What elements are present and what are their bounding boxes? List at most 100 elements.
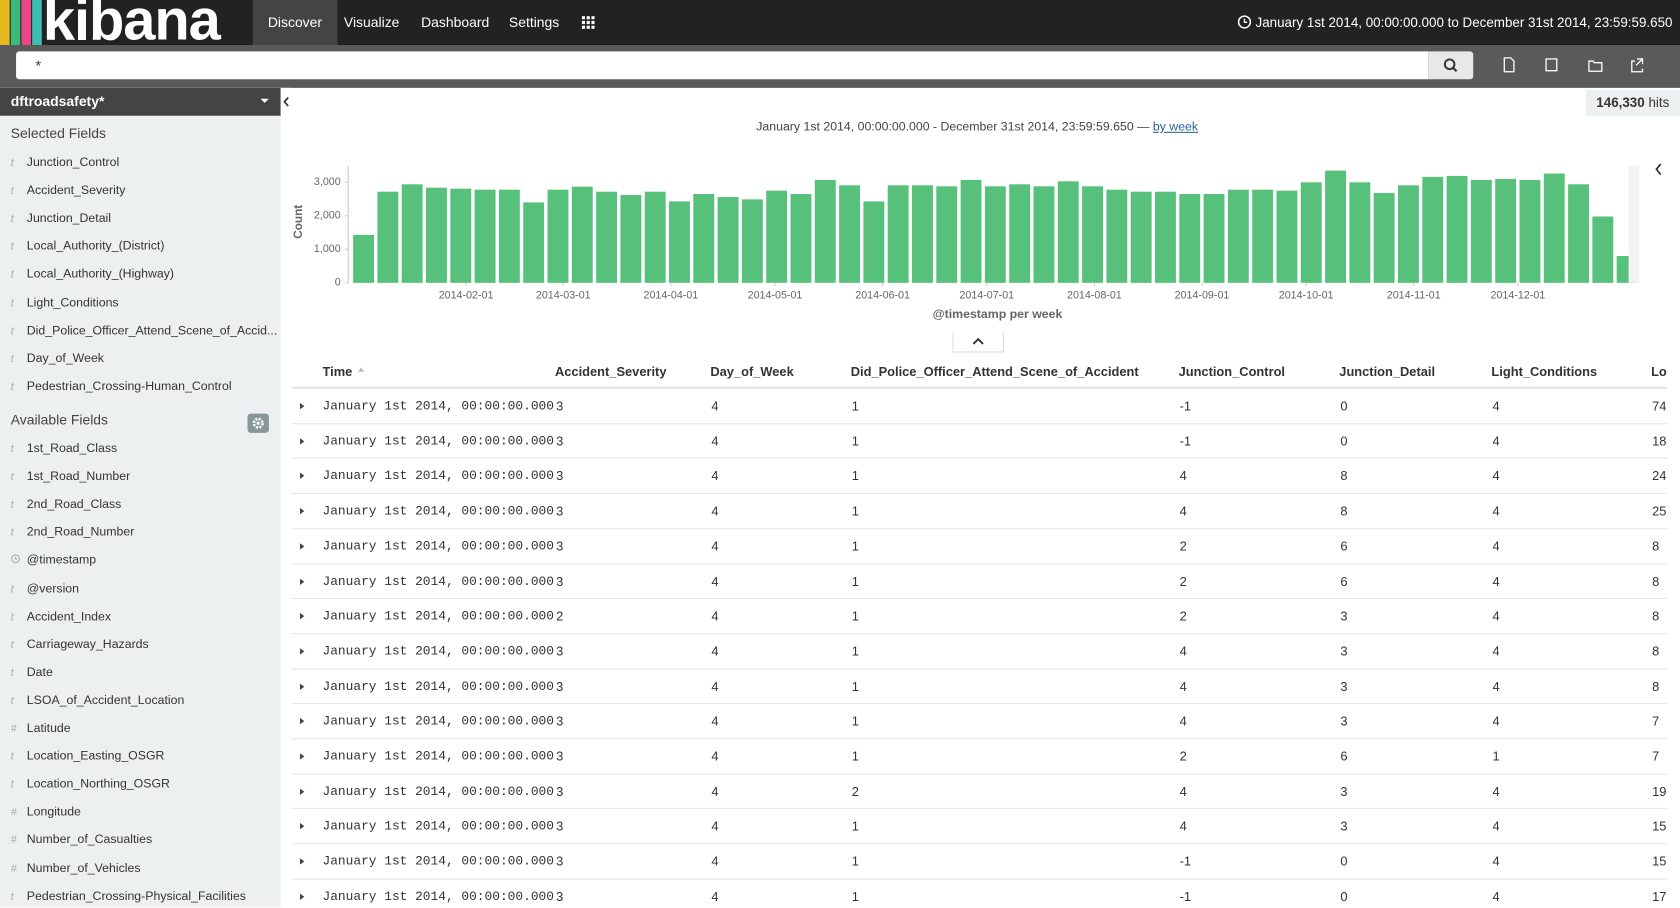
nav-tab[interactable]: Discover [252,0,338,46]
column-header[interactable]: Did_Police_Officer_Attend_Scene_of_Accid… [850,364,1139,380]
bar[interactable] [669,201,690,283]
bar[interactable] [984,186,1006,283]
expand-toggle[interactable] [300,613,305,620]
bar[interactable] [1179,194,1201,283]
search-button[interactable] [1428,51,1474,80]
bar[interactable] [1009,184,1031,283]
expand-toggle[interactable] [300,893,305,900]
bar[interactable] [1106,189,1128,283]
bar[interactable] [1325,170,1346,283]
field-item[interactable]: t Local_Authority_(District) [11,240,165,253]
bar[interactable] [1470,179,1492,283]
column-header[interactable]: Accident_Severity [555,364,667,380]
bar[interactable] [353,234,375,283]
field-item[interactable]: # Longitude [11,806,81,819]
field-item[interactable]: t Light_Conditions [11,296,119,309]
bar[interactable] [620,195,642,283]
bar[interactable] [1300,182,1322,283]
expand-toggle[interactable] [300,718,305,725]
time-picker[interactable]: January 1st 2014, 00:00:00.000 to Decemb… [1237,0,1673,45]
bar[interactable] [839,185,861,283]
field-item[interactable]: t Pedestrian_Crossing-Human_Control [11,380,232,393]
bar[interactable] [912,185,933,283]
bar[interactable] [1252,189,1274,283]
bar[interactable] [936,186,958,283]
field-settings-button[interactable] [247,413,269,433]
bar[interactable] [887,185,909,283]
bar[interactable] [474,189,496,283]
share-icon[interactable] [1631,58,1644,73]
bar[interactable] [814,179,836,283]
nav-tab[interactable]: Visualize [343,13,400,31]
column-header[interactable]: Day_of_Week [710,364,794,380]
bar[interactable] [1543,173,1565,283]
bar[interactable] [644,191,666,283]
nav-tab[interactable]: Settings [508,13,560,31]
expand-toggle[interactable] [300,578,305,585]
bar[interactable] [547,189,569,283]
bar[interactable] [1568,184,1589,283]
open-icon[interactable] [1588,60,1603,72]
field-item[interactable]: t @version [11,582,79,595]
nav-tab[interactable]: Dashboard [421,13,490,31]
field-item[interactable]: t 2nd_Road_Number [11,526,135,539]
field-item[interactable]: t 1st_Road_Class [11,443,117,456]
bar[interactable] [693,194,715,283]
bar[interactable] [741,199,763,283]
field-item[interactable]: t 2nd_Road_Class [11,498,122,511]
apps-icon[interactable] [581,16,595,29]
expand-toggle[interactable] [300,437,305,445]
bar[interactable] [1057,181,1079,283]
field-item[interactable]: t Accident_Index [11,610,111,623]
field-item[interactable]: t Accident_Severity [11,184,126,197]
bar[interactable] [498,189,520,283]
expand-toggle[interactable] [300,823,305,830]
bar[interactable] [863,201,885,283]
bar[interactable] [1082,186,1104,283]
bar[interactable] [1349,182,1371,283]
bar[interactable] [1495,178,1517,283]
field-item[interactable]: # Latitude [11,722,71,735]
bar[interactable] [1203,194,1225,283]
column-header[interactable]: Junction_Detail [1339,364,1436,380]
field-item[interactable]: t Date [11,666,53,679]
query-input[interactable]: * [16,51,1429,80]
sort-icon[interactable] [357,365,366,374]
expand-toggle[interactable] [300,788,305,795]
bar[interactable] [1592,216,1614,283]
field-item[interactable]: # Number_of_Casualties [11,834,152,847]
bar[interactable] [1130,191,1152,283]
legend-toggle[interactable] [1655,163,1662,176]
field-item[interactable]: @timestamp [11,554,96,567]
interval-link[interactable]: by week [1152,121,1199,134]
field-item[interactable]: t Did_Police_Officer_Attend_Scene_of_Acci… [11,324,278,337]
expand-toggle[interactable] [300,507,305,515]
bar[interactable] [523,202,545,283]
bar[interactable] [571,186,593,283]
bar[interactable] [790,194,812,283]
bar[interactable] [401,184,423,283]
bar[interactable] [1373,193,1395,283]
expand-toggle[interactable] [300,858,305,865]
column-header[interactable]: Lo [1651,364,1667,380]
bar[interactable] [1155,191,1176,283]
bar[interactable] [1397,185,1419,283]
expand-toggle[interactable] [300,472,305,480]
bar[interactable] [450,188,472,283]
column-header[interactable]: Junction_Control [1178,364,1285,380]
field-item[interactable]: t Location_Northing_OSGR [11,778,170,791]
bar[interactable] [960,179,982,283]
bar[interactable] [1227,189,1249,283]
field-item[interactable]: t Carriageway_Hazards [11,638,149,651]
expand-toggle[interactable] [300,648,305,655]
field-item[interactable]: t Location_Easting_OSGR [11,750,165,763]
field-item[interactable]: t Junction_Control [11,156,120,169]
new-icon[interactable] [1503,57,1515,73]
bar[interactable] [426,187,447,283]
expand-toggle[interactable] [300,683,305,690]
toggle-chart-button[interactable] [952,332,1004,353]
expand-toggle[interactable] [300,753,305,760]
expand-toggle[interactable] [300,402,305,410]
field-item[interactable]: t 1st_Road_Number [11,470,130,483]
field-item[interactable]: t Local_Authority_(Highway) [11,268,174,281]
